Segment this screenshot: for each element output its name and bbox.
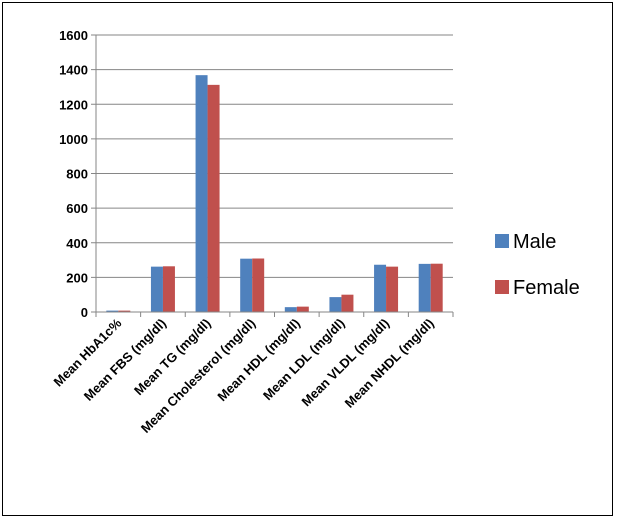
y-tick-label: 200 (66, 270, 88, 285)
bar-male (418, 263, 431, 312)
bar-female (296, 306, 309, 312)
bar-male (195, 75, 208, 312)
x-axis-ticks: Mean HbA1c%Mean FBS (mg/dl)Mean TG (mg/d… (50, 312, 454, 436)
y-tick-label: 1400 (59, 63, 88, 78)
bar-female (252, 258, 265, 312)
bar-male (106, 310, 119, 312)
bar-female (118, 310, 131, 312)
bar-female (430, 263, 443, 312)
y-tick-label: 600 (66, 201, 88, 216)
legend: Male Female (495, 231, 580, 299)
legend-label-male: Male (513, 231, 556, 253)
bar-male (240, 258, 253, 312)
x-tick-label: Mean TG (mg/dl) (131, 316, 214, 399)
x-tick-label: Mean FBS (mg/dl) (81, 316, 169, 404)
chart-frame (2, 2, 613, 516)
x-tick-label: Mean HDL (mg/dl) (214, 316, 303, 405)
bars (106, 75, 443, 312)
legend-label-female: Female (513, 277, 580, 299)
y-tick-label: 800 (66, 167, 88, 182)
y-tick-label: 1000 (59, 132, 88, 147)
y-tick-label: 1200 (59, 97, 88, 112)
bar-female (207, 84, 220, 312)
bar-male (374, 264, 387, 312)
bar-male (284, 307, 297, 312)
y-axis-ticks: 0 200 400 600 800 1000 1200 1400 1600 (59, 28, 96, 320)
x-tick-label: Mean NHDL (mg/dl) (342, 316, 437, 411)
x-tick-label: Mean LDL (mg/dl) (260, 316, 348, 404)
y-tick-label: 1600 (59, 28, 88, 43)
bar-male (329, 297, 342, 312)
bar-female (341, 294, 354, 312)
legend-swatch-male (495, 234, 509, 248)
y-tick-label: 0 (81, 305, 88, 320)
gridlines (96, 34, 453, 278)
bar-female (162, 266, 175, 312)
y-tick-label: 400 (66, 236, 88, 251)
bar-male (150, 266, 163, 312)
legend-swatch-female (495, 280, 509, 294)
bar-female (386, 266, 399, 312)
